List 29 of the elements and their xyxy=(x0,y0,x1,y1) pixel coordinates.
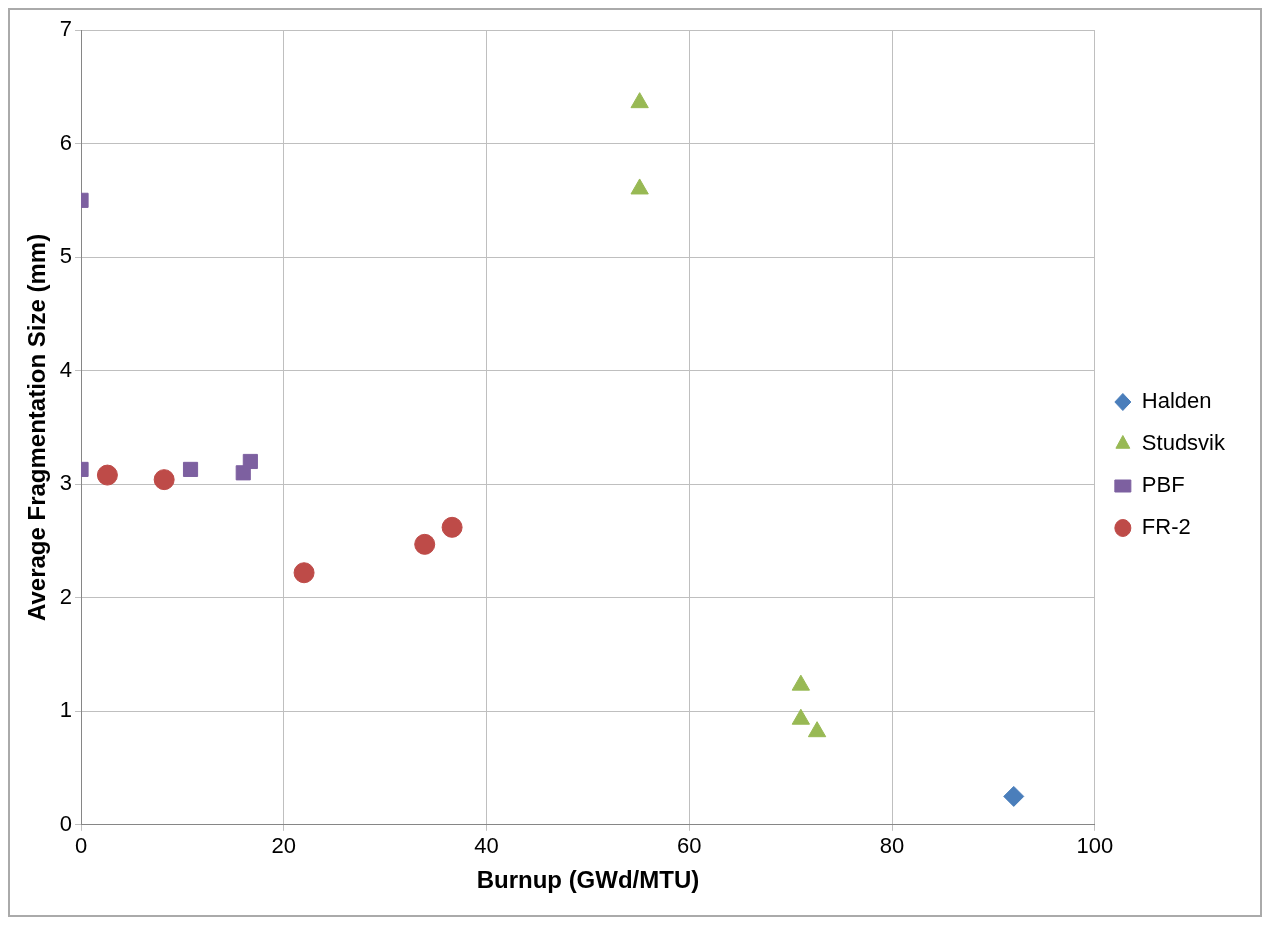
y-tick-label: 2 xyxy=(59,583,73,609)
y-tick-label: 1 xyxy=(59,697,73,723)
x-tick-label: 80 xyxy=(879,833,905,859)
legend-label: PBF xyxy=(1141,472,1185,498)
y-axis-title: Average Fragmentation Size (mm) xyxy=(23,233,51,621)
y-tick-label: 6 xyxy=(59,129,73,155)
x-tick-label: 60 xyxy=(677,833,702,859)
point xyxy=(630,92,649,109)
legend-label: Halden xyxy=(1141,388,1212,414)
point xyxy=(441,516,463,538)
x-tick-label: 20 xyxy=(271,833,297,859)
point xyxy=(242,453,258,470)
legend-label: FR-2 xyxy=(1141,514,1191,540)
point xyxy=(1003,785,1025,807)
legend-label: Studsvik xyxy=(1141,430,1226,456)
y-tick-label: 4 xyxy=(59,356,73,382)
y-tick-label: 3 xyxy=(59,470,73,496)
y-tick-label: 7 xyxy=(59,16,73,42)
point xyxy=(293,562,315,584)
x-tick-label: 100 xyxy=(1076,833,1114,859)
x-tick-label: 40 xyxy=(474,833,499,859)
point xyxy=(414,533,436,555)
x-axis-title: Burnup (GWd/MTU) xyxy=(476,866,700,894)
point xyxy=(182,461,199,477)
y-tick-label: 5 xyxy=(59,243,73,269)
point xyxy=(96,464,118,486)
y-tick-label: 0 xyxy=(59,810,73,836)
point xyxy=(153,469,175,491)
point xyxy=(630,178,649,195)
